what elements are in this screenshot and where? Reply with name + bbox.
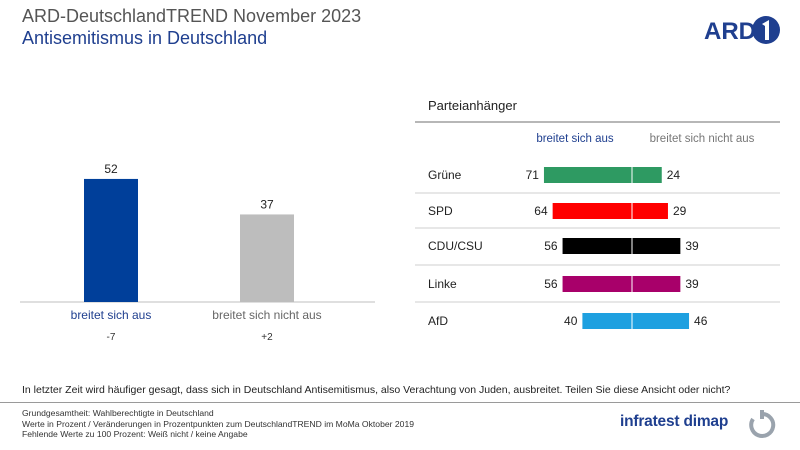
footnotes: Grundgesamtheit: Wahlberechtigte in Deut… — [22, 408, 414, 440]
party-label-3: Linke — [428, 277, 457, 291]
bar-value-label-1: 37 — [260, 197, 274, 211]
bar-left-value-2: 56 — [544, 239, 558, 253]
change-label-1: +2 — [261, 332, 273, 343]
survey-question: In letzter Zeit wird häufiger gesagt, da… — [22, 384, 731, 396]
bar-left-0 — [543, 167, 632, 183]
bar-right-4 — [632, 313, 690, 329]
party-diverging-chart: Parteianhänger breitet sich aus breitet si… — [415, 98, 780, 329]
bar-right-1 — [632, 203, 668, 219]
bar-left-value-3: 56 — [544, 277, 558, 291]
bar-right-value-1: 29 — [673, 204, 687, 218]
footnote-basis: Grundgesamtheit: Wahlberechtigte in Deut… — [22, 408, 214, 418]
party-label-4: AfD — [428, 314, 448, 328]
party-label-0: Grüne — [428, 168, 462, 182]
bar-left-value-0: 71 — [526, 168, 540, 182]
bar-left-3 — [562, 276, 632, 292]
bar-left-2 — [562, 238, 632, 254]
series-header-0: breitet sich aus — [536, 133, 614, 145]
bar-right-2 — [632, 238, 681, 254]
ard-logo-text: ARD — [704, 18, 756, 45]
bar-right-value-0: 24 — [667, 168, 681, 182]
bar-left-value-4: 40 — [564, 314, 578, 328]
bar-1 — [240, 214, 294, 302]
bar-left-1 — [552, 203, 632, 219]
category-label-0: breitet sich aus — [71, 308, 152, 322]
bar-right-value-3: 39 — [685, 277, 699, 291]
ard-logo: ARD — [704, 16, 780, 45]
overall-bar-chart: 52 breitet sich aus -7 37 breitet sich nicht… — [20, 162, 375, 343]
bar-right-0 — [632, 167, 662, 183]
bar-right-value-4: 46 — [694, 314, 708, 328]
footnote-units: Werte in Prozent / Veränderungen in Proz… — [22, 418, 415, 429]
infratest-logo: infratest dimap — [600, 410, 790, 440]
bar-left-4 — [582, 313, 632, 329]
page-subtitle: Antisemitismus in Deutschland — [22, 28, 268, 48]
party-label-2: CDU/CSU — [428, 239, 483, 253]
party-label-1: SPD — [428, 204, 453, 218]
bar-value-label-0: 52 — [104, 162, 118, 176]
category-label-1: breitet sich nicht aus — [212, 308, 321, 322]
footnote-missing: Fehlende Werte zu 100 Prozent: Weiß nich… — [22, 429, 248, 439]
infratest-logo-text: infratest dimap — [620, 413, 729, 430]
bar-0 — [84, 178, 138, 302]
page-title: ARD-DeutschlandTREND November 2023 — [22, 6, 362, 26]
infratest-logo-mark — [749, 410, 776, 438]
footer-divider — [0, 402, 800, 403]
change-label-0: -7 — [107, 332, 116, 343]
bar-right-value-2: 39 — [685, 239, 699, 253]
ard-one-glyph — [762, 20, 769, 40]
bar-right-3 — [632, 276, 681, 292]
bar-left-value-1: 64 — [534, 204, 548, 218]
party-chart-title: Parteianhänger — [428, 98, 518, 113]
series-header-1: breitet sich nicht aus — [650, 133, 755, 145]
